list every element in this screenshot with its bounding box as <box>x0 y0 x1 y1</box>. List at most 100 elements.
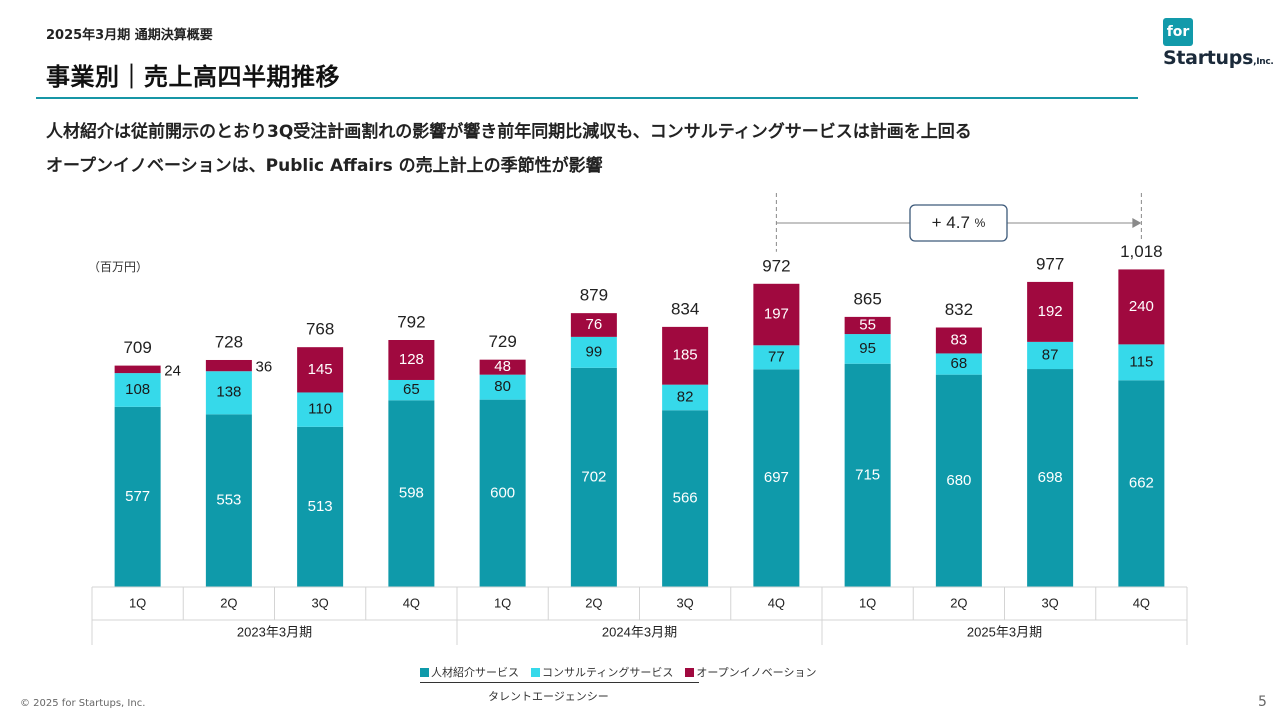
legend-underline <box>420 682 699 683</box>
bar-segment <box>388 339 435 380</box>
bar-segment <box>479 374 526 400</box>
bar-segment <box>844 316 891 335</box>
total-label: 1,018 <box>1120 242 1163 261</box>
y-unit-label: （百万円） <box>88 260 148 274</box>
legend-swatch-innovation <box>685 667 695 677</box>
growth-callout-text: + 4.7 % <box>932 213 986 232</box>
data-label: 68 <box>951 355 968 372</box>
data-label: 192 <box>1038 303 1063 320</box>
data-label: 110 <box>308 401 332 418</box>
bar-segment <box>297 392 344 427</box>
x-tick-label: 3Q <box>311 595 328 610</box>
legend-swatch-talent <box>420 667 429 677</box>
annotation-arrow-head <box>1132 218 1142 228</box>
data-label: 95 <box>859 340 876 357</box>
bar-segment <box>1027 369 1074 587</box>
data-label: 65 <box>403 381 420 398</box>
logo-badge: for <box>1163 18 1193 46</box>
bar-segment <box>935 327 982 354</box>
legend-item-talent: 人材紹介サービス <box>420 664 519 680</box>
data-label: 715 <box>855 466 880 483</box>
data-label: 680 <box>946 472 971 489</box>
x-group-label: 2023年3月期 <box>237 624 312 639</box>
data-label: 697 <box>764 469 789 486</box>
bar-segment <box>114 373 161 407</box>
total-label: 865 <box>853 289 881 308</box>
data-label: 513 <box>308 498 333 515</box>
bar-segment <box>662 410 709 587</box>
x-tick-label: 3Q <box>676 595 693 610</box>
bar-segment <box>297 347 344 393</box>
x-tick-label: 1Q <box>494 595 511 610</box>
total-label: 768 <box>306 320 334 339</box>
title-divider <box>36 97 1138 99</box>
data-label: 145 <box>308 361 333 378</box>
bar-segment <box>844 334 891 364</box>
bar-segment <box>1027 341 1074 370</box>
total-label: 792 <box>397 312 425 331</box>
total-label: 832 <box>945 300 973 319</box>
legend-item-innovation: オープンイノベーション <box>685 664 816 680</box>
bar-segment <box>753 283 800 346</box>
bar-segment <box>1027 281 1074 342</box>
data-label: 138 <box>216 384 241 401</box>
company-logo: for Startups,Inc. <box>1163 18 1274 70</box>
total-label: 728 <box>215 332 243 351</box>
data-label: 197 <box>764 306 789 323</box>
data-label: 598 <box>399 485 424 502</box>
x-tick-label: 4Q <box>1133 595 1150 610</box>
legend-label-talent: 人材紹介サービス <box>431 666 519 679</box>
bar-segment <box>844 363 891 587</box>
bar-segment <box>297 426 344 587</box>
x-tick-label: 3Q <box>1041 595 1058 610</box>
bar-segment <box>205 359 252 372</box>
data-label: 55 <box>859 316 876 333</box>
bar-segment <box>662 326 709 385</box>
total-label: 834 <box>671 299 699 318</box>
data-label: 36 <box>256 359 273 376</box>
bar-segment <box>570 313 617 337</box>
data-label: 577 <box>125 488 150 505</box>
data-label: 240 <box>1129 298 1154 315</box>
data-label: 702 <box>581 468 606 485</box>
bar-segment <box>114 406 161 587</box>
data-label: 76 <box>586 316 603 333</box>
x-tick-label: 2Q <box>585 595 602 610</box>
page-number: 5 <box>1258 694 1267 710</box>
bar-segment <box>935 374 982 587</box>
x-tick-label: 2Q <box>220 595 237 610</box>
data-label: 662 <box>1129 475 1154 492</box>
headline-1: 人材紹介は従前開示のとおり3Q受注計画割れの影響が響き前年同期比減収も、コンサル… <box>46 122 972 142</box>
bar-segment <box>570 367 617 587</box>
x-tick-label: 1Q <box>129 595 146 610</box>
bar-segment <box>388 400 435 587</box>
total-label: 977 <box>1036 254 1064 273</box>
bar-segment <box>935 353 982 375</box>
legend-swatch-consulting <box>531 667 540 677</box>
total-label: 709 <box>123 338 151 357</box>
data-label: 553 <box>216 492 241 509</box>
bar-segment <box>205 414 252 587</box>
x-group-label: 2024年3月期 <box>602 624 677 639</box>
bar-segment <box>1118 344 1165 381</box>
data-label: 80 <box>494 378 511 395</box>
data-label: 108 <box>125 381 150 398</box>
bar-segment <box>114 365 161 374</box>
legend-item-consulting: コンサルティングサービス <box>531 664 673 680</box>
deck-subtitle: 2025年3月期 通期決算概要 <box>46 28 213 43</box>
logo-wordmark: Startups,Inc. <box>1163 47 1274 69</box>
x-tick-label: 1Q <box>859 595 876 610</box>
data-label: 115 <box>1129 353 1153 370</box>
page-title: 事業別｜売上高四半期推移 <box>46 63 340 91</box>
bar-segment <box>1118 269 1165 345</box>
bar-segment <box>753 369 800 587</box>
bar-segment <box>205 371 252 415</box>
x-tick-label: 4Q <box>403 595 420 610</box>
bar-segment <box>662 384 709 411</box>
data-label: 48 <box>494 358 511 375</box>
data-label: 566 <box>673 490 698 507</box>
data-label: 83 <box>951 331 968 348</box>
legend-label-consulting: コンサルティングサービス <box>542 666 674 679</box>
bar-segment <box>479 399 526 587</box>
